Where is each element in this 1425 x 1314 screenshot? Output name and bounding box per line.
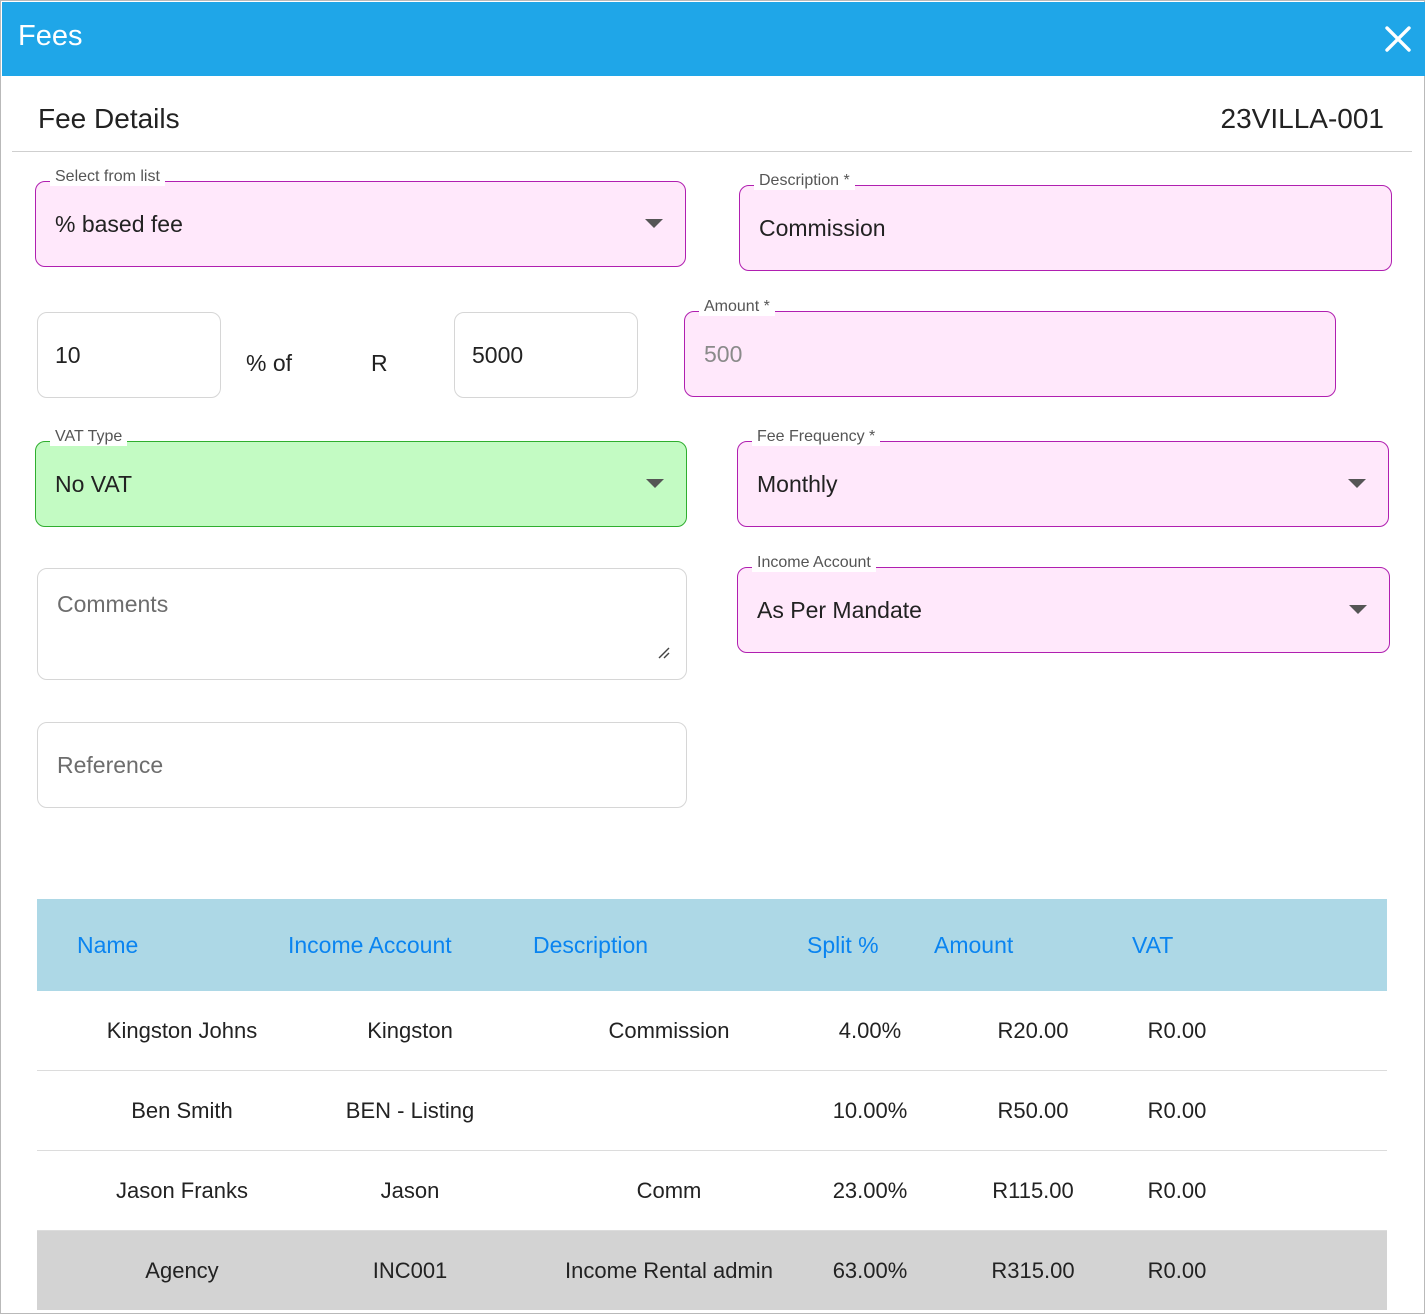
currency-symbol: R xyxy=(371,350,388,376)
reference-placeholder: Reference xyxy=(57,751,164,778)
amount-value: 500 xyxy=(704,340,743,367)
table-row[interactable]: Kingston Johns Kingston Commission 4.00%… xyxy=(37,991,1387,1071)
cell-split: 4.00% xyxy=(838,1017,902,1043)
column-header-name[interactable]: Name xyxy=(77,931,139,958)
cell-income-account: BEN - Listing xyxy=(345,1097,475,1123)
column-header-vat[interactable]: VAT xyxy=(1132,931,1174,958)
fee-template-label: Select from list xyxy=(50,168,165,186)
vat-type-label: VAT Type xyxy=(50,428,128,446)
fee-template-select[interactable]: Select from list % based fee xyxy=(35,168,686,267)
base-amount-value: 5000 xyxy=(472,341,524,368)
section-title: Fee Details xyxy=(38,103,180,134)
reference-input[interactable]: Reference xyxy=(37,722,687,808)
cell-vat: R0.00 xyxy=(1147,1257,1207,1283)
vat-type-select[interactable]: VAT Type No VAT xyxy=(35,428,687,527)
cell-amount: R50.00 xyxy=(997,1097,1069,1123)
cell-name: Agency xyxy=(145,1257,219,1283)
base-amount-input[interactable]: 5000 xyxy=(454,312,638,398)
income-account-label: Income Account xyxy=(752,554,876,572)
fee-template-value: % based fee xyxy=(55,210,183,237)
caret-down-icon xyxy=(1348,479,1366,488)
description-field[interactable]: Description * Commission xyxy=(739,172,1392,271)
close-button[interactable] xyxy=(1383,24,1413,54)
cell-income-account: INC001 xyxy=(372,1257,448,1283)
amount-field[interactable]: Amount * 500 xyxy=(684,298,1336,397)
vat-type-value: No VAT xyxy=(55,470,133,497)
close-icon xyxy=(1385,26,1411,52)
cell-vat: R0.00 xyxy=(1147,1017,1207,1043)
table-row[interactable]: Jason Franks Jason Comm 23.00% R115.00 R… xyxy=(37,1151,1387,1231)
column-header-amount[interactable]: Amount xyxy=(934,931,1014,958)
fee-frequency-value: Monthly xyxy=(757,470,838,497)
cell-description: Comm xyxy=(636,1177,702,1203)
dialog-titlebar: Fees xyxy=(2,2,1425,76)
cell-description: Commission xyxy=(608,1017,730,1043)
cell-split: 23.00% xyxy=(832,1177,908,1203)
cell-income-account: Kingston xyxy=(367,1017,453,1043)
cell-amount: R115.00 xyxy=(992,1177,1074,1203)
fee-frequency-select[interactable]: Fee Frequency * Monthly xyxy=(737,428,1389,527)
table-header: Name Income Account Description Split % … xyxy=(37,899,1387,991)
income-account-select[interactable]: Income Account As Per Mandate xyxy=(737,554,1390,653)
caret-down-icon xyxy=(646,479,664,488)
description-value: Commission xyxy=(759,214,886,241)
cell-name: Kingston Johns xyxy=(106,1017,258,1043)
cell-income-account: Jason xyxy=(380,1177,440,1203)
cell-amount: R315.00 xyxy=(991,1257,1075,1283)
cell-vat: R0.00 xyxy=(1147,1097,1207,1123)
fee-frequency-label: Fee Frequency * xyxy=(752,428,881,446)
amount-label: Amount * xyxy=(699,298,775,316)
description-label: Description * xyxy=(754,172,855,190)
percentage-input[interactable]: 10 xyxy=(37,312,221,398)
cell-name: Jason Franks xyxy=(115,1177,249,1203)
section-divider xyxy=(12,151,1412,152)
income-account-value: As Per Mandate xyxy=(757,596,922,623)
table-row-agency[interactable]: Agency INC001 Income Rental admin 63.00%… xyxy=(37,1231,1387,1310)
percent-of-text: % of xyxy=(246,350,293,376)
table-row[interactable]: Ben Smith BEN - Listing 10.00% R50.00 R0… xyxy=(37,1071,1387,1151)
comments-placeholder: Comments xyxy=(57,591,169,617)
caret-down-icon xyxy=(1349,605,1367,614)
cell-split: 10.00% xyxy=(832,1097,908,1123)
percentage-value: 10 xyxy=(55,341,81,368)
cell-split: 63.00% xyxy=(832,1257,908,1283)
column-header-split[interactable]: Split % xyxy=(807,931,879,958)
column-header-description[interactable]: Description xyxy=(533,931,649,958)
cell-description xyxy=(544,1071,794,1150)
cell-description: Income Rental admin xyxy=(565,1257,773,1283)
fee-split-table: Name Income Account Description Split % … xyxy=(37,899,1387,1310)
cell-amount: R20.00 xyxy=(997,1017,1069,1043)
comments-textarea[interactable]: Comments xyxy=(37,568,687,680)
dialog-title: Fees xyxy=(18,20,83,52)
resize-grip-icon[interactable] xyxy=(658,647,670,659)
property-reference-code: 23VILLA-001 xyxy=(1220,103,1384,134)
caret-down-icon xyxy=(645,219,663,228)
cell-name: Ben Smith xyxy=(131,1097,233,1123)
cell-vat: R0.00 xyxy=(1147,1177,1207,1203)
column-header-income-account[interactable]: Income Account xyxy=(288,931,452,958)
